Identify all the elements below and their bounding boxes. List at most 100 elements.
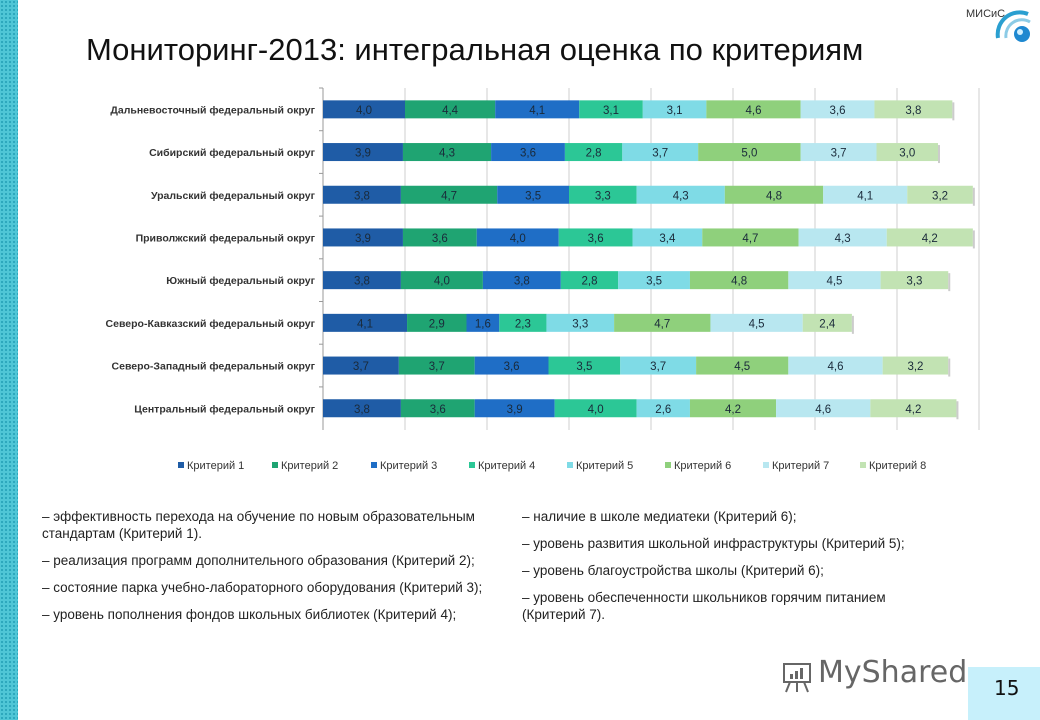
data-label: 3,3 [572, 318, 588, 330]
bar-segment [560, 271, 619, 290]
bar-segment [495, 100, 580, 119]
category-label: Южный федеральный округ [166, 275, 315, 287]
bar-segment [696, 356, 789, 375]
data-label: 2,6 [655, 404, 671, 416]
bar-segment [907, 185, 973, 204]
page-title: Мониторинг-2013: интегральная оценка по … [86, 32, 864, 67]
bar-segment [788, 356, 883, 375]
stacked-bar-chart: Дальневосточный федеральный округ 4,0 4,4 4… [106, 87, 980, 472]
legend-swatch [665, 462, 671, 468]
bar-shadow [948, 273, 951, 292]
bar-segment [407, 313, 467, 332]
note: – реализация программ дополнительного об… [42, 553, 475, 568]
bar-segment [482, 271, 561, 290]
bar-segment [323, 356, 399, 375]
bar-segment [874, 100, 953, 119]
bar-segment [800, 100, 875, 119]
data-label: 3,9 [355, 233, 371, 245]
note: – уровень развития школьной инфраструкту… [522, 536, 905, 551]
bar-shadow [938, 145, 940, 164]
bar-segment [702, 228, 799, 247]
bar-segment [323, 185, 401, 204]
data-label: 4,0 [356, 105, 372, 117]
decorative-stripe [0, 0, 18, 720]
legend-label: Критерий 4 [478, 460, 535, 472]
data-label: 3,7 [353, 361, 369, 373]
note: – уровень благоустройства школы (Критери… [522, 563, 824, 578]
bar-segment [636, 399, 690, 418]
bar-segment [823, 185, 908, 204]
data-label: 3,3 [906, 276, 922, 288]
data-label: 4,6 [828, 361, 844, 373]
data-label: 4,3 [673, 190, 689, 202]
bar-segment [499, 313, 547, 332]
category-label: Приволжский федеральный округ [136, 232, 316, 244]
bar-segment [724, 185, 824, 204]
category-label: Северо-Кавказский федеральный округ [106, 318, 316, 330]
data-label: 3,5 [525, 190, 541, 202]
bar-segment [402, 143, 492, 162]
bar-segment [788, 271, 881, 290]
bar-shadow [956, 401, 959, 420]
data-label: 3,1 [603, 105, 619, 117]
data-label: 3,2 [932, 190, 948, 202]
bar-segment [776, 399, 871, 418]
bar-segment [323, 228, 403, 247]
category-label: Сибирский федеральный округ [149, 147, 316, 159]
data-label: 4,8 [731, 276, 747, 288]
legend-swatch [469, 462, 475, 468]
page-number: 15 [994, 676, 1020, 700]
bar-segment [466, 313, 500, 332]
data-label: 3,5 [646, 276, 662, 288]
watermark: MyShared [818, 655, 968, 690]
bar-segment [323, 399, 401, 418]
bar-segment [558, 228, 633, 247]
bar-segment [882, 356, 949, 375]
data-label: 4,8 [766, 190, 782, 202]
bar-segment [622, 143, 699, 162]
data-label: 4,0 [510, 233, 526, 245]
data-label: 3,6 [830, 105, 846, 117]
bar-segment [870, 399, 957, 418]
bar-segment [400, 185, 498, 204]
data-label: 4,6 [815, 404, 831, 416]
data-label: 4,2 [905, 404, 921, 416]
bar-segment [546, 313, 615, 332]
bar-segment [798, 228, 887, 247]
data-label: 4,2 [922, 233, 938, 245]
bar-segment [636, 185, 725, 204]
bar-shadow [851, 315, 854, 334]
legend-swatch [371, 462, 377, 468]
data-label: 1,6 [475, 318, 491, 330]
myshared-logo-icon [783, 663, 811, 693]
category-label: Северо-Западный федеральный округ [112, 361, 316, 373]
data-label: 3,6 [520, 148, 536, 160]
bar-segment [632, 228, 703, 247]
bar-segment [554, 399, 637, 418]
bar-segment [405, 100, 496, 119]
bar-segment [800, 143, 877, 162]
bar-segment [474, 399, 555, 418]
legend-label: Критерий 6 [674, 460, 731, 472]
bar-shadow [952, 102, 955, 121]
data-label: 4,5 [749, 318, 765, 330]
logo-text: МИСиС [966, 8, 1006, 20]
data-label: 3,9 [355, 148, 371, 160]
data-label: 3,1 [667, 105, 683, 117]
page-number-box [968, 667, 1040, 720]
bar-segment [476, 228, 559, 247]
legend-label: Критерий 5 [576, 460, 633, 472]
data-label: 3,7 [429, 361, 445, 373]
data-label: 5,0 [741, 148, 757, 160]
legend-swatch [567, 462, 573, 468]
bar-segment [402, 228, 477, 247]
data-label: 2,3 [515, 318, 531, 330]
data-label: 4,3 [439, 148, 455, 160]
data-label: 2,9 [429, 318, 445, 330]
bar-segment [802, 313, 852, 332]
data-label: 4,0 [434, 276, 450, 288]
bar-segment [614, 313, 711, 332]
bar-segment [698, 143, 801, 162]
data-label: 3,8 [514, 276, 530, 288]
data-label: 2,4 [819, 318, 836, 330]
